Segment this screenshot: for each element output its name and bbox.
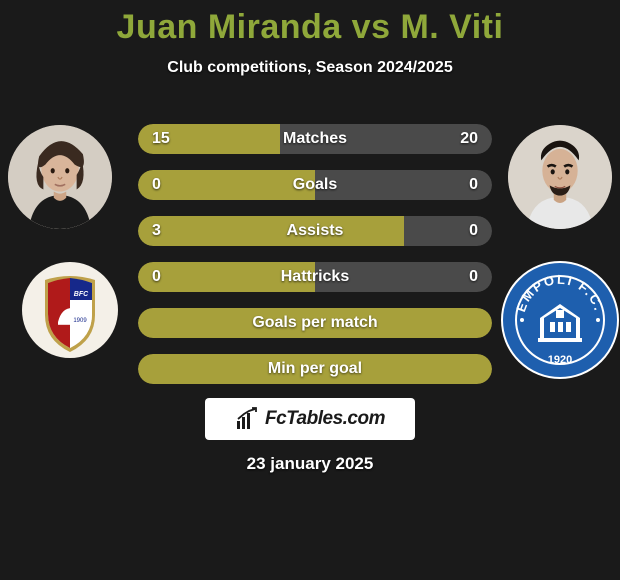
- club2-logo: EMPOLI F.C. 1920: [500, 260, 620, 380]
- brand-text: FcTables.com: [265, 408, 385, 430]
- player1-name: Juan Miranda: [117, 8, 342, 46]
- svg-text:1920: 1920: [548, 354, 572, 366]
- stat-row-assists: 3 0 Assists: [138, 216, 492, 246]
- stat-hattricks-right-seg: [315, 262, 492, 292]
- brand-icon: [235, 407, 259, 431]
- stat-hattricks-left-val: 0: [152, 262, 161, 292]
- stat-row-goals: 0 0 Goals: [138, 170, 492, 200]
- stat-hattricks-left-seg: [138, 262, 315, 292]
- player2-portrait: [508, 125, 612, 229]
- stat-row-gpm: Goals per match: [138, 308, 492, 338]
- stat-goals-left-seg: [138, 170, 315, 200]
- page-title: Juan Miranda vs M. Viti: [0, 0, 620, 47]
- stat-goals-right-seg: [315, 170, 492, 200]
- stats-bars: 15 20 Matches 0 0 Goals 3 0 Assists 0 0 …: [138, 124, 492, 400]
- club1-logo: BFC 1909: [20, 260, 120, 360]
- stat-matches-left-val: 15: [152, 124, 170, 154]
- stat-mpg-bar: Min per goal: [138, 354, 492, 384]
- stat-assists-left-seg: [138, 216, 404, 246]
- brand-box: FcTables.com: [205, 398, 415, 440]
- stat-gpm-bar: Goals per match: [138, 308, 492, 338]
- stat-assists-right-seg: [404, 216, 493, 246]
- subtitle-text: Club competitions, Season 2024/2025: [0, 59, 620, 77]
- stat-hattricks-right-val: 0: [469, 262, 478, 292]
- stat-row-matches: 15 20 Matches: [138, 124, 492, 154]
- stat-assists-left-val: 3: [152, 216, 161, 246]
- stat-assists-right-val: 0: [469, 216, 478, 246]
- vs-text: vs: [352, 8, 401, 46]
- svg-text:BFC: BFC: [74, 291, 89, 298]
- svg-text:1909: 1909: [73, 318, 87, 324]
- player1-portrait: [8, 125, 112, 229]
- date-text: 23 january 2025: [0, 454, 620, 474]
- stat-goals-left-val: 0: [152, 170, 161, 200]
- stat-goals-right-val: 0: [469, 170, 478, 200]
- stat-row-mpg: Min per goal: [138, 354, 492, 384]
- stat-row-hattricks: 0 0 Hattricks: [138, 262, 492, 292]
- player2-name: M. Viti: [400, 8, 503, 46]
- stat-matches-right-val: 20: [460, 124, 478, 154]
